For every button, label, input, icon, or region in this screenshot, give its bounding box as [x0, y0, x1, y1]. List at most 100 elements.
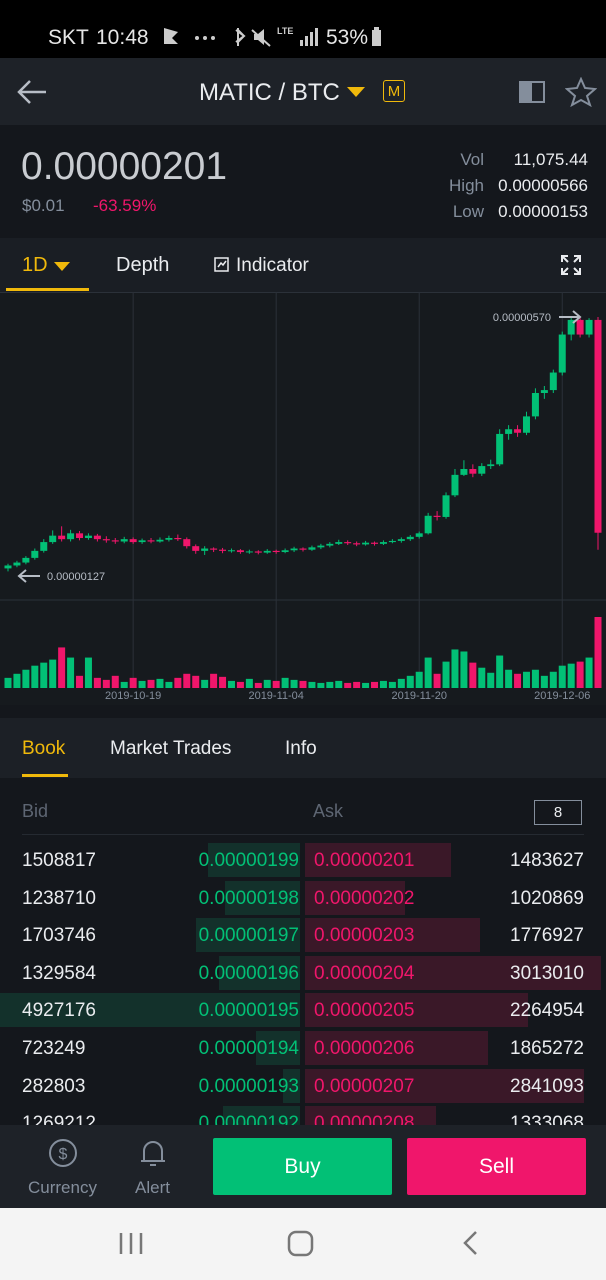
volume-bar [147, 679, 155, 688]
volume-bar [49, 659, 57, 688]
alert-icon[interactable] [138, 1137, 168, 1169]
sell-button[interactable]: Sell [407, 1138, 586, 1195]
volume-bar [40, 662, 48, 688]
order-book: Bid Ask 8 1508817 0.00000199 0.00000201 148… [0, 778, 606, 1125]
alert-label[interactable]: Alert [135, 1178, 170, 1197]
bid-price: 0.00000195 [198, 1000, 299, 1022]
candle-body [227, 550, 235, 552]
candle-body [433, 515, 441, 517]
ticker: 0.00000201 $0.01 -63.59% Vol 11,075.44 Hig… [0, 125, 606, 238]
x-tick-label: 2019-11-20 [391, 690, 446, 702]
bid-price: 0.00000197 [198, 925, 299, 947]
bid-price: 0.00000196 [198, 962, 299, 984]
volume-bar [281, 677, 289, 688]
ask-amount: 2841093 [510, 1075, 584, 1097]
volume-bar [227, 680, 235, 688]
volume-bar [174, 677, 182, 688]
status-bar: SKT 10:48 LTE 53% [0, 0, 606, 58]
volume-bar [138, 680, 146, 688]
bid-depth-bar [282, 1068, 300, 1103]
clock: 10:48 [96, 26, 149, 49]
ask-price: 0.00000203 [314, 925, 415, 947]
back-button[interactable] [16, 78, 48, 106]
book-tab[interactable]: Book [22, 738, 66, 759]
candle-body [379, 542, 387, 544]
bid-price: 0.00000192 [198, 1113, 299, 1125]
ask-price: 0.00000204 [314, 962, 415, 984]
volume-bar [496, 655, 504, 688]
currency-label[interactable]: Currency [28, 1178, 97, 1197]
candle-body [335, 542, 343, 544]
volume-bar [210, 673, 218, 688]
buy-button[interactable]: Buy [213, 1138, 392, 1195]
interval-dropdown[interactable] [53, 261, 71, 272]
volume-bar [326, 681, 334, 688]
battery: 53% [326, 26, 369, 49]
volume-bar [522, 671, 530, 688]
bid-depth-bar [196, 918, 300, 953]
volume-bar [290, 679, 298, 688]
info-tab[interactable]: Info [285, 738, 317, 759]
candle-body [442, 495, 450, 517]
fullscreen-icon[interactable] [560, 254, 582, 276]
trades-tab[interactable]: Market Trades [110, 738, 232, 759]
depth-selector[interactable]: 8 [534, 800, 582, 825]
pair-dropdown[interactable] [346, 86, 366, 98]
volume-bar [514, 673, 522, 688]
network-type: LTE [277, 26, 294, 36]
candle-body [576, 319, 584, 335]
bid-amount: 723249 [22, 1038, 86, 1059]
bid-amount: 1269212 [22, 1113, 96, 1125]
interval-tab[interactable]: 1D [22, 254, 48, 276]
price-change: -63.59% [93, 196, 157, 215]
volume-bar [442, 661, 450, 688]
candle-body [290, 548, 298, 551]
volume-bar [236, 681, 244, 688]
volume-bar [263, 679, 271, 688]
candle-body [192, 546, 200, 551]
candle-body [299, 548, 307, 550]
volume-bar [424, 657, 432, 688]
stat-value: 0.00000566 [498, 176, 588, 195]
candle-body [353, 543, 361, 545]
max-arrow [559, 310, 582, 324]
candle-body [201, 548, 209, 551]
pair-title[interactable]: MATIC / BTC [199, 79, 340, 106]
volume-bar [245, 678, 253, 688]
volume-bar [335, 680, 343, 688]
depth-tab[interactable]: Depth [116, 254, 170, 276]
indicator-tab[interactable]: Indicator [236, 255, 309, 276]
header: MATIC / BTC M [0, 58, 606, 125]
volume-bar [540, 675, 548, 688]
candle-body [487, 464, 495, 467]
currency-icon[interactable]: $ [47, 1137, 79, 1169]
candle-body [585, 319, 593, 335]
bottom-bar: $ Currency Alert Buy Sell [0, 1125, 606, 1208]
volume-bar [183, 673, 191, 688]
candle-body [469, 469, 477, 474]
system-nav [0, 1208, 606, 1280]
candle-body [31, 550, 39, 558]
volume-bar [576, 661, 584, 688]
candle-body [496, 433, 504, 465]
candle-body [84, 535, 92, 538]
nav-icons[interactable] [0, 1208, 606, 1280]
stat-value: 0.00000153 [498, 202, 588, 221]
candle-body [40, 542, 48, 551]
book-tabs: Book Market Trades Info [0, 718, 606, 778]
candle-body [505, 429, 513, 434]
candle-body [415, 533, 423, 537]
stat-label: High [449, 176, 484, 195]
candle-body [531, 393, 539, 417]
volume-bar [93, 677, 101, 688]
margin-badge: M [383, 80, 405, 102]
status-icons [164, 27, 381, 47]
ask-depth-bar [305, 880, 406, 915]
volume-bar [353, 681, 361, 688]
layout-icon[interactable] [518, 78, 546, 106]
bid-price: 0.00000199 [198, 850, 299, 871]
favorite-star[interactable] [565, 77, 597, 107]
volume-bar [13, 673, 21, 688]
volume-bar [317, 682, 325, 688]
volume-bar [201, 679, 209, 688]
